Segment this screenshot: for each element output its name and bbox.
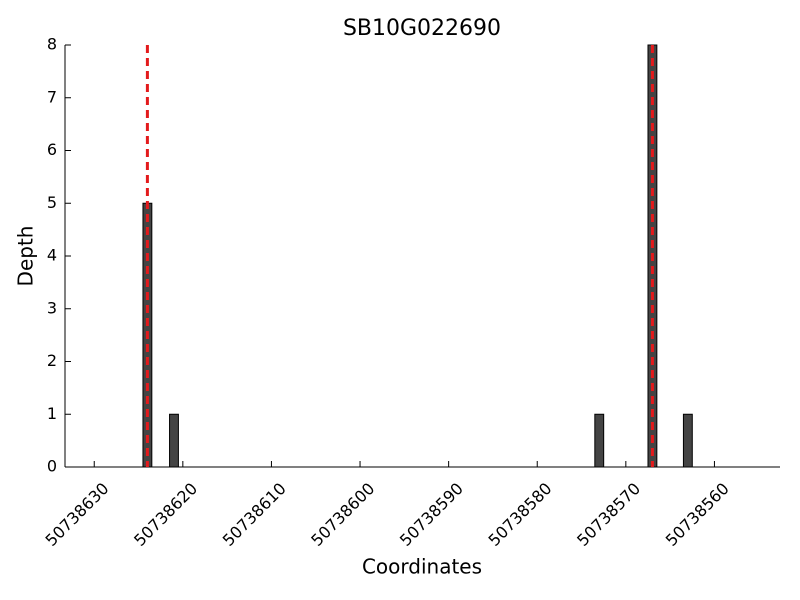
x-tick-label: 50738570 xyxy=(573,479,644,550)
x-tick-label: 50738560 xyxy=(662,479,733,550)
y-tick-label: 0 xyxy=(47,457,57,476)
y-tick-label: 6 xyxy=(47,140,57,159)
x-tick-label: 50738590 xyxy=(396,479,467,550)
y-axis-label: Depth xyxy=(14,226,38,287)
y-tick-label: 2 xyxy=(47,351,57,370)
x-tick-label: 50738630 xyxy=(42,479,113,550)
x-tick-label: 50738580 xyxy=(485,479,556,550)
chart-title: SB10G022690 xyxy=(343,16,501,41)
y-tick-label: 5 xyxy=(47,193,57,212)
bar xyxy=(594,413,605,468)
y-tick-label: 1 xyxy=(47,404,57,423)
bar xyxy=(682,413,693,468)
y-tick-label: 8 xyxy=(47,35,57,54)
y-tick-label: 3 xyxy=(47,298,57,317)
x-tick-label: 50738620 xyxy=(130,479,201,550)
y-tick-label: 4 xyxy=(47,246,57,265)
x-tick-label: 50738610 xyxy=(219,479,290,550)
bar xyxy=(169,413,179,468)
x-axis-label: Coordinates xyxy=(362,555,482,579)
x-tick-label: 50738600 xyxy=(307,479,378,550)
y-tick-label: 7 xyxy=(47,87,57,106)
